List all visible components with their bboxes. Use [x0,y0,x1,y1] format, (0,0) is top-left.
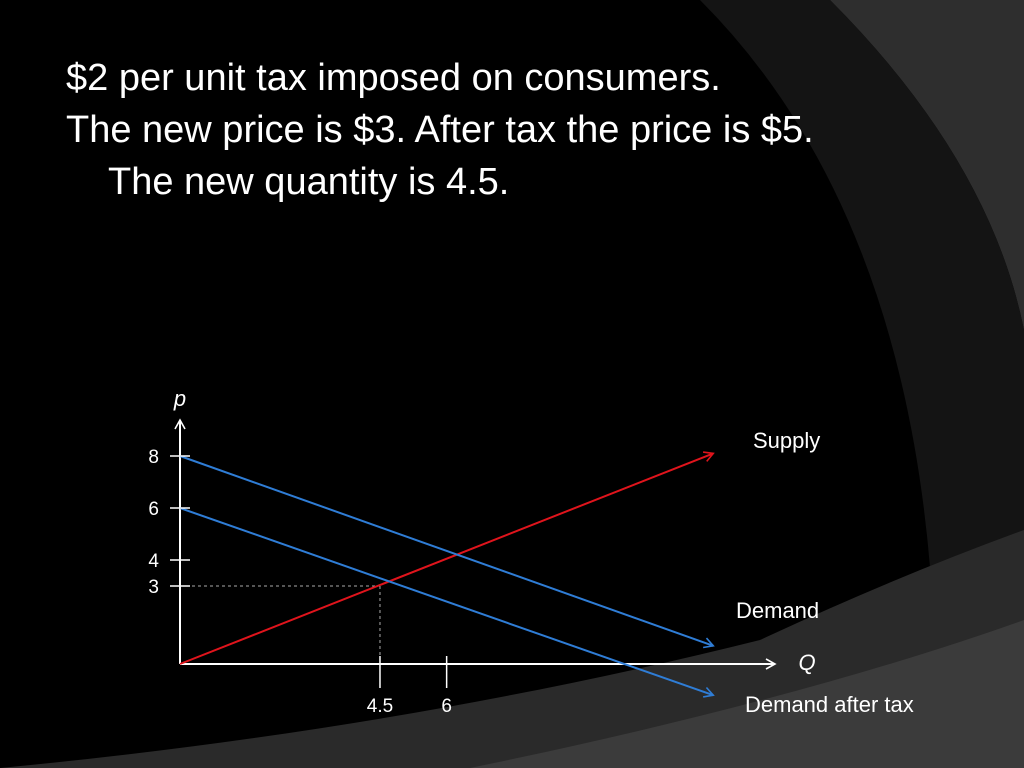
demand-label: Demand [736,598,819,623]
y-tick-label: 8 [148,447,159,468]
slide-text: $2 per unit tax imposed on consumers. Th… [66,52,966,208]
y-axis-label: p [173,386,186,411]
slide-line-2: The new price is $3. After tax the price… [66,109,814,151]
x-axis-label: Q [798,650,815,675]
y-tick-label: 3 [148,577,159,598]
supply-label: Supply [753,428,820,453]
y-tick-label: 4 [148,551,159,572]
x-tick-label: 6 [441,696,452,717]
demand-line [179,455,715,649]
slide-line-3: The new quantity is 4.5. [108,161,510,203]
slide-line-1: $2 per unit tax imposed on consumers. [66,57,721,99]
y-tick-label: 6 [148,499,159,520]
axis-ticks: 3 4 6 8 4.5 6 [148,447,452,717]
demand-after-tax-line [179,507,715,698]
demand-after-tax-label: Demand after tax [745,692,914,717]
supply-line [179,451,715,665]
x-tick-label: 4.5 [367,696,393,717]
